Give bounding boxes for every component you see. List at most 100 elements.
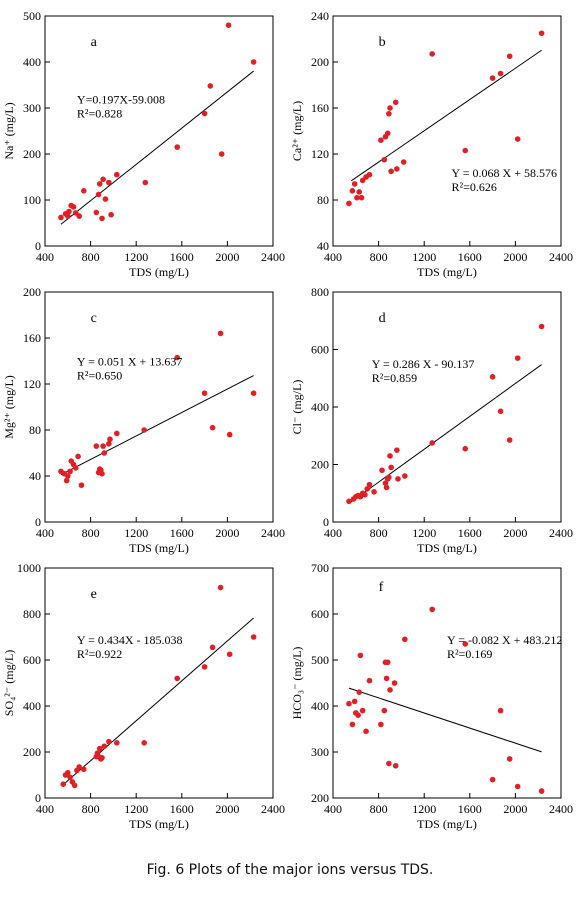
data-point	[388, 464, 394, 471]
x-tick-label: 2000	[503, 526, 527, 540]
y-tick-label: 600	[311, 607, 329, 621]
data-point	[349, 188, 356, 194]
data-point	[114, 740, 120, 746]
data-point	[65, 769, 71, 776]
data-point	[394, 166, 400, 172]
data-point	[384, 130, 391, 137]
data-point	[207, 83, 214, 89]
x-tick-label: 1600	[458, 802, 482, 816]
y-tick-label: 400	[23, 699, 41, 713]
x-tick-label: 2000	[215, 526, 239, 540]
data-point	[75, 453, 81, 460]
y-tick-label: 200	[23, 745, 41, 759]
y-tick-label: 1000	[17, 561, 41, 575]
x-tick-label: 1200	[124, 526, 148, 540]
y-tick-label: 160	[23, 331, 41, 345]
data-point	[141, 740, 147, 746]
data-point	[429, 51, 435, 57]
data-point	[514, 783, 521, 790]
data-point	[366, 677, 373, 684]
plot-frame	[44, 291, 274, 523]
x-tick-label: 2000	[215, 802, 239, 816]
y-axis-label: HCO₃⁻ (mg/L)	[290, 647, 304, 720]
data-point	[93, 443, 100, 449]
y-tick-label: 200	[23, 147, 41, 161]
data-point	[392, 99, 399, 106]
data-point	[95, 191, 102, 198]
data-point	[366, 481, 373, 488]
data-point	[141, 427, 147, 433]
data-point	[114, 171, 120, 178]
x-tick-label: 800	[82, 250, 100, 264]
y-tick-label: 160	[311, 101, 329, 115]
regression-line	[350, 49, 542, 182]
data-point	[99, 215, 105, 222]
y-tick-label: 400	[311, 400, 329, 414]
x-tick-label: 1200	[412, 802, 436, 816]
data-point	[217, 330, 224, 337]
regression-equation: Y = 0.286 X - 90.137	[372, 357, 475, 371]
data-point	[462, 641, 469, 647]
x-tick-label: 800	[370, 802, 388, 816]
data-point	[386, 760, 392, 767]
y-tick-label: 800	[311, 285, 329, 299]
data-point	[355, 712, 361, 718]
plot-frame	[44, 15, 274, 247]
y-tick-label: 200	[311, 791, 329, 805]
data-point	[58, 214, 64, 221]
x-tick-label: 1200	[124, 250, 148, 264]
data-point	[386, 110, 392, 117]
y-tick-label: 80	[29, 423, 41, 437]
x-tick-label: 400	[36, 250, 54, 264]
regression-line	[60, 375, 254, 476]
chart-panel-c: 400 800 1200 1600 2000 2400 0 40 80 120 160 200 TDS …	[2, 285, 285, 555]
data-point	[387, 687, 393, 693]
data-point	[384, 659, 391, 666]
chart-panel-e: 400 800 1200 1600 2000 2400 0 200 400 600 800 1000 T…	[2, 561, 285, 831]
data-point	[174, 144, 181, 150]
plot-frame	[332, 567, 562, 799]
x-tick-label: 2000	[215, 250, 239, 264]
data-point	[93, 209, 100, 216]
regression-line	[60, 70, 254, 225]
panel-label: a	[91, 35, 98, 50]
x-tick-label: 1600	[458, 250, 482, 264]
x-axis-label: TDS (mg/L)	[129, 541, 189, 555]
data-point	[356, 689, 363, 695]
data-point	[378, 137, 384, 143]
y-tick-label: 200	[311, 458, 329, 472]
y-axis-label: SO₄²⁻ (mg/L)	[2, 650, 16, 716]
x-tick-label: 2400	[549, 802, 573, 816]
data-point	[394, 447, 400, 453]
data-point	[70, 204, 77, 210]
data-point	[65, 473, 71, 479]
regression-equation: Y = -0.082 X + 483.212	[447, 633, 562, 647]
x-tick-label: 1600	[170, 526, 194, 540]
x-tick-label: 1600	[170, 250, 194, 264]
regression-equation: Y = 0.051 X + 13.637	[77, 355, 182, 369]
x-tick-label: 800	[370, 250, 388, 264]
panel-label: d	[379, 311, 386, 326]
data-point	[67, 468, 73, 475]
x-tick-label: 800	[82, 526, 100, 540]
y-axis-label: Na⁺ (mg/L)	[2, 102, 16, 159]
x-tick-label: 1200	[124, 802, 148, 816]
data-point	[538, 788, 545, 794]
data-point	[201, 110, 208, 117]
data-point	[346, 498, 352, 505]
data-point	[383, 484, 390, 491]
y-tick-label: 0	[35, 515, 41, 529]
y-tick-label: 200	[23, 285, 41, 299]
x-tick-label: 1600	[458, 526, 482, 540]
data-point	[356, 189, 363, 195]
data-point	[65, 213, 71, 219]
regression-equation: Y=0.197X-59.008	[77, 92, 165, 106]
x-tick-label: 1200	[412, 526, 436, 540]
data-point	[392, 763, 399, 769]
x-tick-label: 2400	[261, 802, 285, 816]
data-point	[371, 489, 377, 495]
data-point	[429, 606, 435, 613]
data-point	[100, 443, 106, 449]
data-point	[174, 675, 181, 682]
x-tick-label: 1600	[170, 802, 194, 816]
